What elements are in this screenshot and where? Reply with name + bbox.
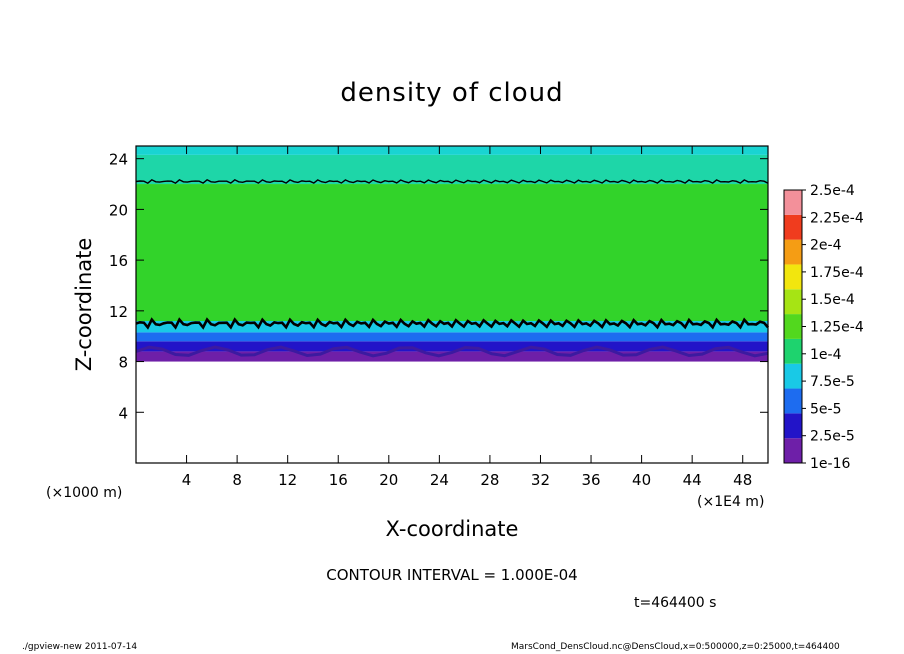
colorbar-label: 1e-16 — [810, 456, 850, 472]
colorbar-label: 2.25e-4 — [810, 210, 864, 226]
colorbar-swatch — [784, 388, 802, 414]
colorbar-swatch — [784, 289, 802, 315]
colorbar-swatch — [784, 338, 802, 364]
footer-right: MarsCond_DensCloud.nc@DensCloud,x=0:5000… — [511, 642, 840, 652]
colorbar-swatch — [784, 239, 802, 265]
y-tick-label: 8 — [118, 354, 128, 372]
time-label: t=464400 s — [634, 595, 717, 611]
colorbar-label: 1.25e-4 — [810, 320, 864, 336]
colorbar-label: 1.5e-4 — [810, 292, 855, 308]
colorbar-swatch — [784, 438, 802, 463]
footer-left: ./gpview-new 2011-07-14 — [22, 642, 138, 652]
x-tick-label: 44 — [683, 471, 702, 489]
colorbar-swatch — [784, 214, 802, 240]
y-tick-label: 16 — [109, 252, 128, 270]
x-tick-label: 4 — [182, 471, 192, 489]
x-tick-label: 16 — [329, 471, 348, 489]
x-tick-label: 32 — [531, 471, 550, 489]
density-boundary — [135, 345, 769, 358]
x-axis-label: X-coordinate — [386, 517, 519, 541]
x-unit-label: (×1E4 m) — [697, 494, 764, 510]
density-band — [136, 351, 768, 362]
x-tick-label: 28 — [480, 471, 499, 489]
y-tick-label: 24 — [109, 151, 128, 169]
y-tick-label: 4 — [118, 404, 128, 422]
density-band — [136, 332, 768, 342]
y-tick-label: 20 — [109, 201, 128, 219]
x-tick-label: 36 — [581, 471, 600, 489]
contour-line — [135, 178, 769, 185]
colorbar-label: 2.5e-4 — [810, 183, 855, 199]
y-tick-label: 12 — [109, 303, 128, 321]
colorbar-swatch — [784, 363, 802, 389]
colorbar-label: 1e-4 — [810, 347, 842, 363]
density-band — [136, 341, 768, 352]
x-tick-label: 8 — [232, 471, 242, 489]
colorbar-label: 5e-5 — [810, 401, 841, 417]
contour-interval-label: CONTOUR INTERVAL = 1.000E-04 — [326, 566, 578, 584]
colorbar-swatch — [784, 264, 802, 290]
x-tick-label: 48 — [733, 471, 752, 489]
y-unit-label: (×1000 m) — [46, 485, 122, 501]
density-band — [136, 154, 768, 185]
colorbar-swatch — [784, 314, 802, 339]
colorbar-label: 2.5e-5 — [810, 429, 855, 445]
colorbar-label: 7.5e-5 — [810, 374, 855, 390]
y-axis-label: Z-coordinate — [72, 238, 96, 372]
x-tick-label: 20 — [379, 471, 398, 489]
x-tick-label: 12 — [278, 471, 297, 489]
density-band — [136, 184, 768, 321]
colorbar-label: 1.75e-4 — [810, 265, 864, 281]
density-band — [136, 146, 768, 155]
contour-line — [135, 317, 769, 330]
x-tick-label: 24 — [430, 471, 449, 489]
colorbar-swatch — [784, 190, 802, 215]
colorbar-swatch — [784, 413, 802, 439]
x-tick-label: 40 — [632, 471, 651, 489]
plot-frame — [135, 145, 769, 464]
chart-title: density of cloud — [340, 78, 564, 108]
colorbar-label: 2e-4 — [810, 238, 842, 254]
